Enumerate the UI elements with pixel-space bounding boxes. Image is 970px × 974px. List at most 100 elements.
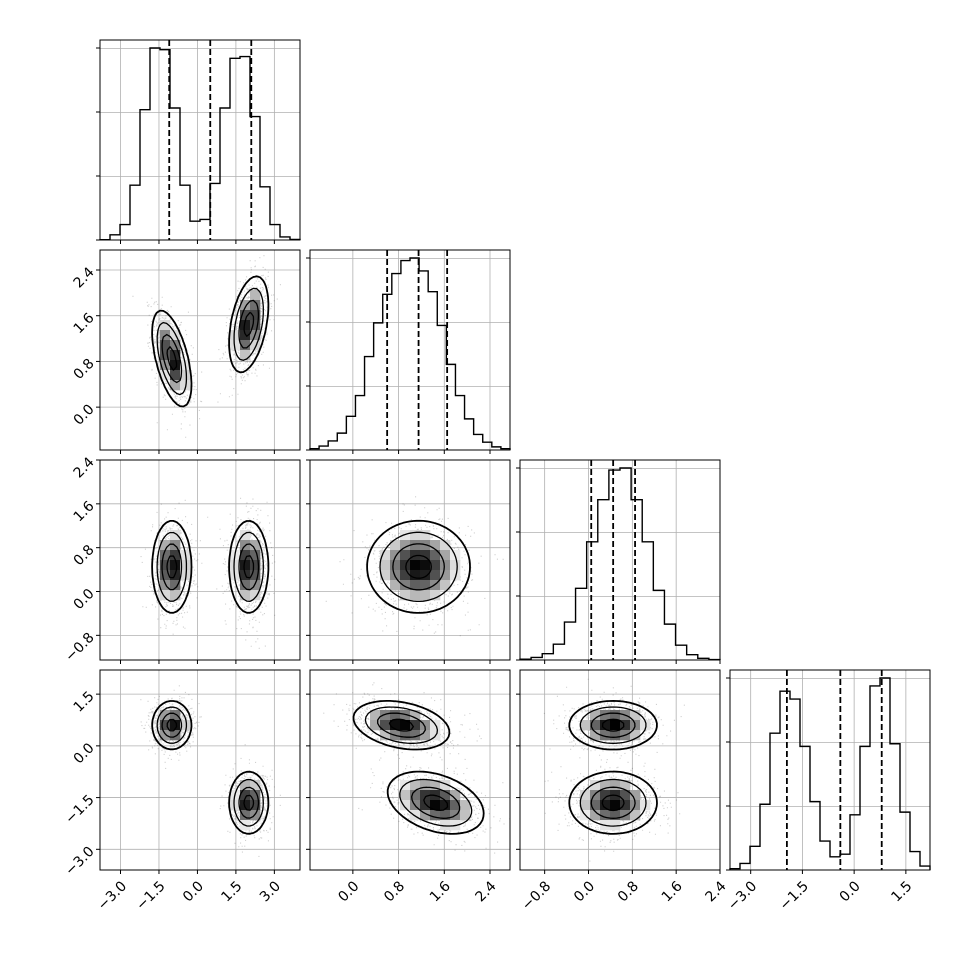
x-tick-label: −1.5 xyxy=(133,878,168,913)
density-cell xyxy=(250,290,261,301)
density-cell xyxy=(460,800,471,811)
density-cell xyxy=(240,340,251,351)
pair-panel-3-0: −3.0 −1.5 0.0 1.5 3.0−3.0−1.50.01.5 xyxy=(62,669,301,914)
density-cell xyxy=(230,340,241,351)
y-tick-label: −1.5 xyxy=(62,792,97,827)
density-cell xyxy=(600,790,611,801)
density-cell xyxy=(420,560,431,571)
density-cell xyxy=(230,570,241,581)
density-cell xyxy=(240,580,251,591)
density-cell xyxy=(610,810,621,821)
density-cell xyxy=(170,580,181,591)
pair-frame-2-0 xyxy=(99,459,301,661)
density-cell xyxy=(370,710,381,721)
density-cell xyxy=(250,550,261,561)
density-cell xyxy=(440,800,451,811)
density-cell xyxy=(410,550,421,561)
y-tick-label: 1.5 xyxy=(71,688,98,715)
contour-level-3 xyxy=(151,520,270,614)
density-cell xyxy=(170,720,181,731)
density-cell xyxy=(400,710,411,721)
density-cell xyxy=(400,570,411,581)
density-cell xyxy=(420,590,431,601)
x-tick-label: 2.4 xyxy=(473,878,500,905)
y-tick-label: 0.0 xyxy=(71,401,98,428)
density-cell xyxy=(450,570,461,581)
histogram-panel-1 xyxy=(306,249,511,454)
density-cell xyxy=(160,560,171,571)
density-cell xyxy=(240,790,251,801)
y-tick-label: 0.0 xyxy=(71,586,98,613)
density-cell xyxy=(240,560,251,571)
density-cell xyxy=(430,550,441,561)
density-cell xyxy=(630,710,641,721)
y-tick-label: 1.6 xyxy=(71,498,98,525)
density-cell xyxy=(250,560,261,571)
density-cell xyxy=(390,560,401,571)
density-cell xyxy=(400,790,411,801)
density-cell xyxy=(250,810,261,821)
density-cell xyxy=(410,540,421,551)
contour-level-1 xyxy=(590,712,636,819)
density-cell xyxy=(410,590,421,601)
x-tick-label: 0.0 xyxy=(837,878,864,905)
density-cell xyxy=(180,370,191,381)
density-cell xyxy=(410,580,421,591)
density-cell xyxy=(250,340,261,351)
density-cell xyxy=(410,790,421,801)
density-cell xyxy=(380,730,391,741)
density-cell xyxy=(390,540,401,551)
density-cell xyxy=(430,560,441,571)
density-cell xyxy=(230,330,241,341)
pair-content-3-2 xyxy=(520,670,720,870)
density-cell xyxy=(440,580,451,591)
density-cell xyxy=(420,800,431,811)
density-cell xyxy=(160,710,171,721)
density-cell xyxy=(440,810,451,821)
y-tick-label: 0.8 xyxy=(71,356,98,383)
density-cell xyxy=(610,720,621,731)
density-cell xyxy=(600,720,611,731)
density-cell xyxy=(440,550,451,561)
x-tick-label: 0.8 xyxy=(381,878,408,905)
density-cell xyxy=(420,580,431,591)
contour-level-0 xyxy=(405,554,432,579)
density-cell xyxy=(230,560,241,571)
x-tick-label: 1.5 xyxy=(888,878,915,905)
density-cell xyxy=(410,570,421,581)
hist-frame-2 xyxy=(519,459,721,661)
histogram-step-0 xyxy=(99,47,301,241)
density-cell xyxy=(580,720,591,731)
density-cell xyxy=(420,730,431,741)
density-cell xyxy=(610,820,621,831)
density-cell xyxy=(240,310,251,321)
histogram-panel-2 xyxy=(516,459,721,664)
contour-level-3 xyxy=(352,700,485,835)
density-cell xyxy=(440,560,451,571)
density-cell xyxy=(170,380,181,391)
density-cell xyxy=(450,560,461,571)
density-cell xyxy=(600,730,611,741)
density-cell xyxy=(250,800,261,811)
hist-frame-3 xyxy=(729,669,931,871)
density-cell xyxy=(420,790,431,801)
density-cell xyxy=(240,530,251,541)
density-cell xyxy=(240,590,251,601)
density-cell xyxy=(180,720,191,731)
density-cell xyxy=(400,730,411,741)
pair-content-3-1 xyxy=(310,670,510,870)
density-cell xyxy=(410,720,421,731)
density-cell xyxy=(170,530,181,541)
density-cell xyxy=(400,560,411,571)
contour-level-2 xyxy=(364,706,473,827)
pair-content-2-0 xyxy=(100,460,300,660)
density-cell xyxy=(390,710,401,721)
x-tick-label: 0.0 xyxy=(335,878,362,905)
contour-level-1 xyxy=(392,543,445,591)
pair-frame-3-2 xyxy=(519,669,721,871)
contour-level-0 xyxy=(166,311,255,371)
density-cell xyxy=(630,730,641,741)
density-cell xyxy=(400,800,411,811)
density-cell xyxy=(250,590,261,601)
